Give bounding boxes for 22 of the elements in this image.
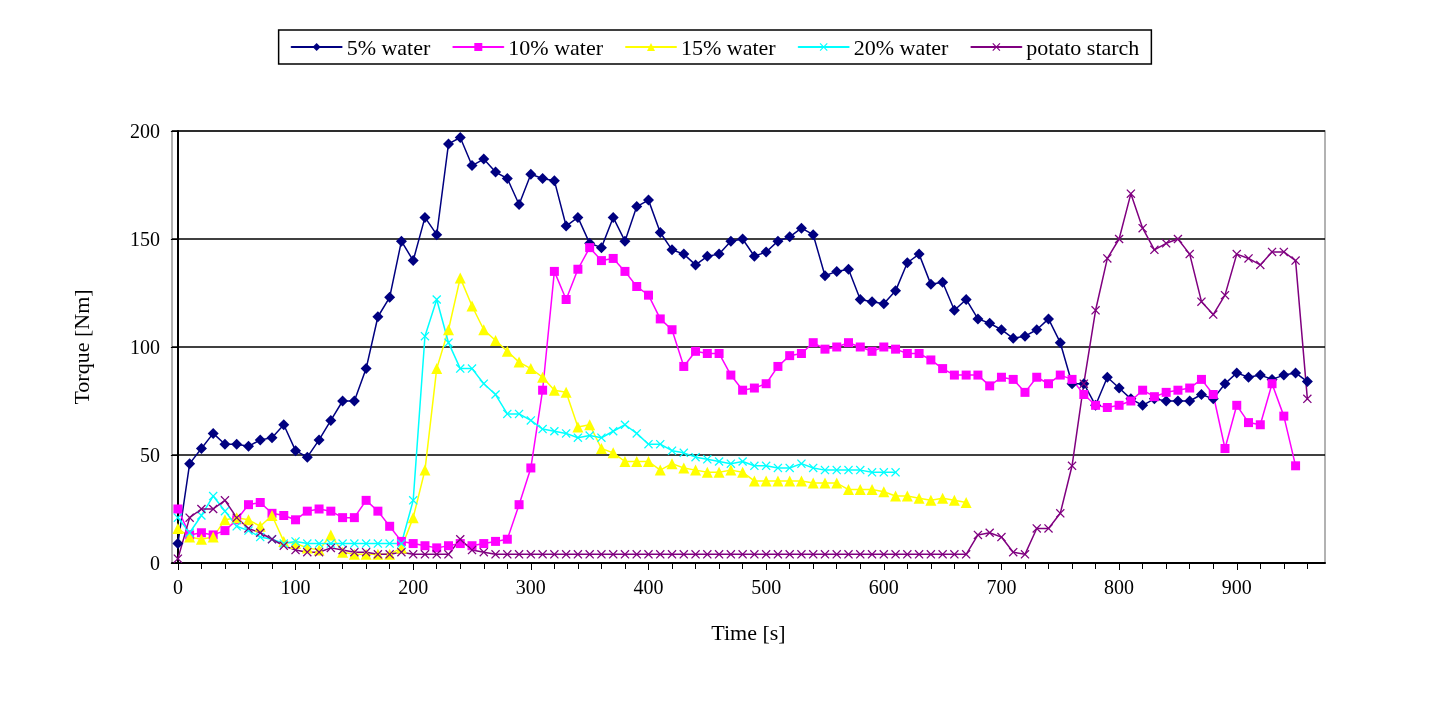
y-axis-title: Torque [Nm] [68,289,94,405]
x-tick-label: 500 [751,576,782,598]
legend-label: 20% water [853,34,950,60]
x-tick-label: 0 [172,576,183,598]
y-tick-label: 150 [130,228,160,250]
x-tick-label: 700 [986,576,1017,598]
y-tick-label: 200 [130,120,160,142]
legend-label: potato starch [1026,34,1140,60]
x-axis-title: Time [s] [711,619,786,645]
x-tick-label: 400 [633,576,664,598]
x-tick-label: 300 [515,576,546,598]
y-tick-label: 50 [140,444,160,466]
legend-label: 5% water [346,34,431,60]
x-tick-label: 600 [868,576,899,598]
x-tick-label: 100 [280,576,311,598]
x-tick-label: 900 [1221,576,1252,598]
y-tick-label: 100 [130,336,160,358]
x-tick-label: 200 [398,576,429,598]
legend-label: 15% water [680,34,777,60]
y-tick-label: 0 [150,552,160,574]
legend-label: 10% water [508,34,604,60]
x-tick-label: 800 [1104,576,1135,598]
